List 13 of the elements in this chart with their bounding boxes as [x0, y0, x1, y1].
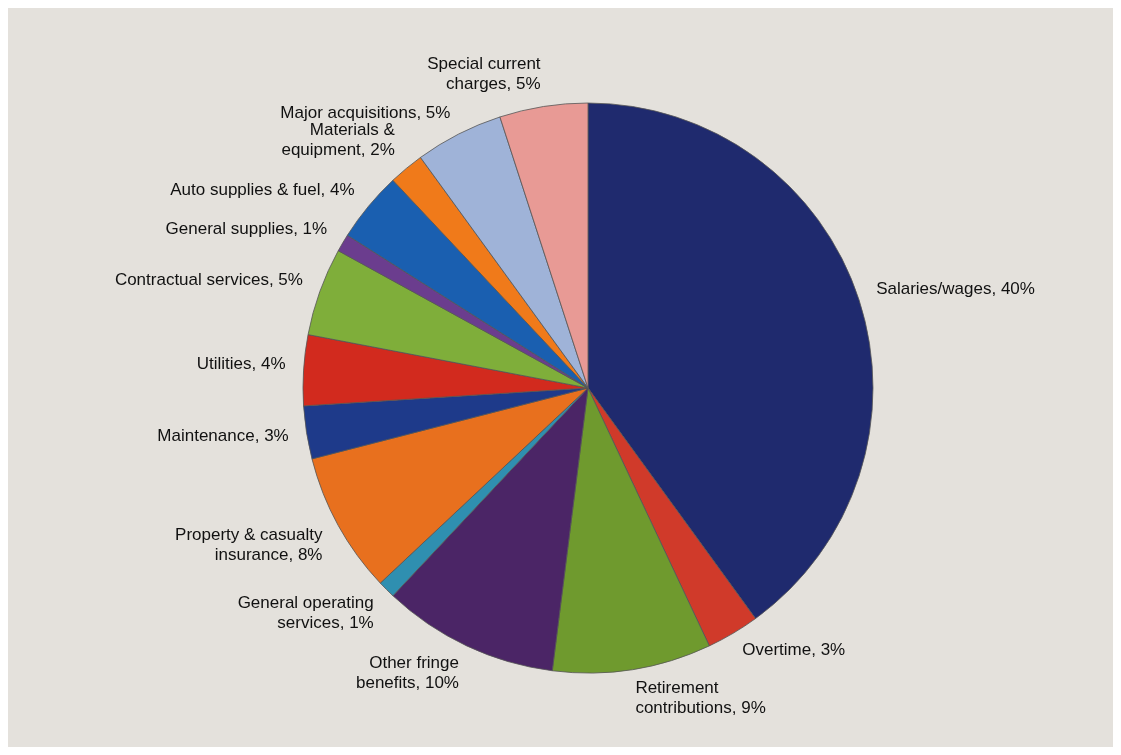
slice-label: Utilities, 4%: [196, 353, 286, 373]
slice-label: Contractual services, 5%: [114, 270, 303, 290]
slice-label: Retirement contributions, 9%: [635, 678, 766, 718]
slice-label: General operating services, 1%: [237, 593, 374, 633]
slice-label: Overtime, 3%: [742, 639, 846, 659]
slice-label: General supplies, 1%: [165, 218, 328, 238]
slice-label: Other fringe benefits, 10%: [355, 653, 459, 693]
slice-label: Property & casualty insurance, 8%: [175, 524, 323, 564]
slice-label: Maintenance, 3%: [157, 426, 289, 446]
slice-label: Auto supplies & fuel, 4%: [170, 179, 355, 199]
slice-label: Major acquisitions, 5%: [280, 103, 451, 123]
slice-label: Salaries/wages, 40%: [876, 279, 1035, 299]
slice-label: Special current charges, 5%: [427, 53, 541, 93]
